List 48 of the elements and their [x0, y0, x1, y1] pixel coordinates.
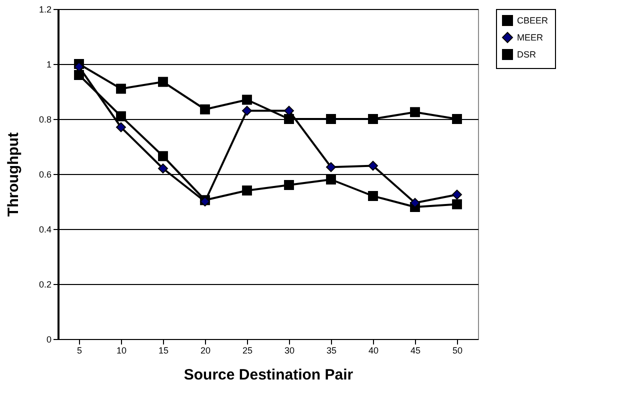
point [116, 111, 126, 122]
point [242, 94, 252, 105]
y-tick-label: 1.2 [38, 4, 52, 14]
x-tick-label: 30 [284, 346, 295, 356]
y-tick-label: 0.4 [38, 224, 52, 234]
y-tick-label: 0 [46, 334, 52, 344]
point [452, 114, 462, 124]
x-tick-label: 40 [368, 346, 379, 356]
x-tick-label: 45 [410, 346, 421, 356]
legend-label: DSR [517, 50, 536, 60]
x-tick-label: 10 [116, 346, 127, 356]
point [326, 174, 336, 184]
point [410, 198, 420, 208]
point [74, 62, 84, 72]
point [158, 76, 168, 87]
point [242, 186, 252, 196]
point [284, 180, 294, 190]
point [284, 114, 294, 124]
y-tick-label: 0.8 [38, 114, 52, 124]
point [242, 106, 252, 116]
point [116, 122, 126, 132]
point [368, 114, 378, 124]
point [158, 164, 168, 174]
point [452, 199, 462, 210]
point [158, 151, 168, 162]
legend-label: MEER [517, 32, 544, 42]
point [326, 114, 336, 124]
x-tick-label: 25 [242, 346, 253, 356]
point [74, 70, 84, 80]
point [284, 106, 294, 116]
point [452, 190, 462, 200]
point [368, 160, 378, 171]
x-tick-label: 50 [452, 346, 463, 356]
x-tick-label: 15 [158, 346, 169, 356]
y-tick-label: 1 [46, 60, 52, 70]
x-tick-label: 5 [76, 346, 82, 356]
x-axis-title: Source Destination Pair [184, 366, 354, 384]
x-tick-label: 20 [200, 346, 211, 356]
point [200, 104, 210, 114]
legend-label: CBEER [517, 16, 549, 26]
point [368, 191, 378, 201]
y-axis-title: Throughput [4, 132, 22, 217]
point [116, 84, 126, 94]
x-tick-label: 35 [326, 346, 337, 356]
y-tick-label: 0.2 [38, 280, 52, 290]
point [326, 162, 336, 172]
point [410, 107, 420, 118]
y-tick-label: 0.6 [38, 170, 52, 180]
